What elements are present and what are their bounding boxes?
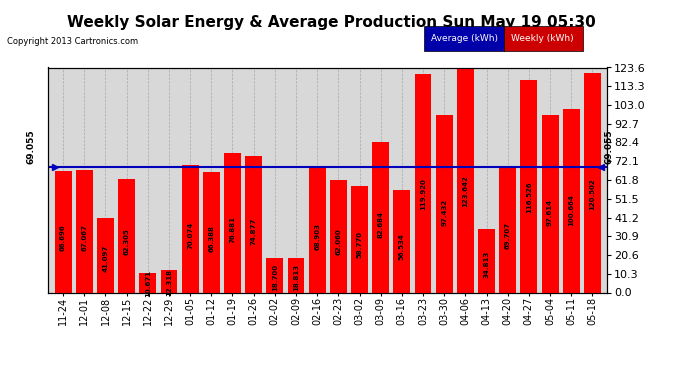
Bar <box>55 171 72 292</box>
Text: 119.920: 119.920 <box>420 178 426 210</box>
Bar <box>308 167 326 292</box>
Text: 68.903: 68.903 <box>314 222 320 249</box>
Text: 62.060: 62.060 <box>335 228 342 255</box>
Text: 69.055: 69.055 <box>605 129 614 164</box>
Text: Weekly Solar Energy & Average Production Sun May 19 05:30: Weekly Solar Energy & Average Production… <box>67 15 595 30</box>
Bar <box>351 186 368 292</box>
Text: 67.067: 67.067 <box>81 224 88 251</box>
Text: 58.770: 58.770 <box>357 231 362 258</box>
Text: 82.684: 82.684 <box>377 211 384 238</box>
Bar <box>224 153 241 292</box>
Text: 97.432: 97.432 <box>441 199 447 226</box>
Bar <box>435 115 453 292</box>
Text: 74.877: 74.877 <box>250 217 257 245</box>
Text: Average (kWh): Average (kWh) <box>431 34 498 43</box>
Text: 41.097: 41.097 <box>102 245 108 273</box>
Text: 120.502: 120.502 <box>589 178 595 210</box>
Text: 116.526: 116.526 <box>526 181 532 213</box>
Bar <box>584 73 601 292</box>
Bar <box>457 68 474 292</box>
Text: 10.671: 10.671 <box>145 270 151 297</box>
Bar <box>478 229 495 292</box>
Text: Weekly (kWh): Weekly (kWh) <box>511 34 573 43</box>
Bar <box>266 258 284 292</box>
Text: 34.813: 34.813 <box>484 251 489 278</box>
Bar <box>520 80 538 292</box>
Text: 69.707: 69.707 <box>504 222 511 249</box>
Bar <box>288 258 304 292</box>
Text: 69.055: 69.055 <box>27 129 36 164</box>
Bar <box>118 179 135 292</box>
Bar <box>500 166 516 292</box>
Bar <box>393 190 411 292</box>
Bar <box>245 156 262 292</box>
Text: 97.614: 97.614 <box>547 199 553 226</box>
Text: 123.642: 123.642 <box>462 176 469 207</box>
Text: 66.696: 66.696 <box>60 225 66 251</box>
Bar <box>330 180 347 292</box>
Bar <box>181 165 199 292</box>
Text: Copyright 2013 Cartronics.com: Copyright 2013 Cartronics.com <box>7 38 138 46</box>
Bar <box>139 273 156 292</box>
Text: 12.318: 12.318 <box>166 269 172 296</box>
Text: 18.700: 18.700 <box>272 264 278 291</box>
Text: 66.388: 66.388 <box>208 225 215 252</box>
Text: 56.534: 56.534 <box>399 233 405 260</box>
Bar <box>97 217 114 292</box>
Text: 70.074: 70.074 <box>187 222 193 249</box>
Bar <box>542 115 558 292</box>
Bar <box>372 142 389 292</box>
Bar <box>203 172 220 292</box>
Text: 76.881: 76.881 <box>230 216 235 243</box>
Bar <box>415 74 431 292</box>
Bar <box>563 109 580 292</box>
Text: 100.664: 100.664 <box>568 194 574 226</box>
Bar <box>161 270 177 292</box>
Bar <box>76 170 92 292</box>
Text: 18.813: 18.813 <box>293 264 299 291</box>
Text: 62.305: 62.305 <box>124 228 130 255</box>
